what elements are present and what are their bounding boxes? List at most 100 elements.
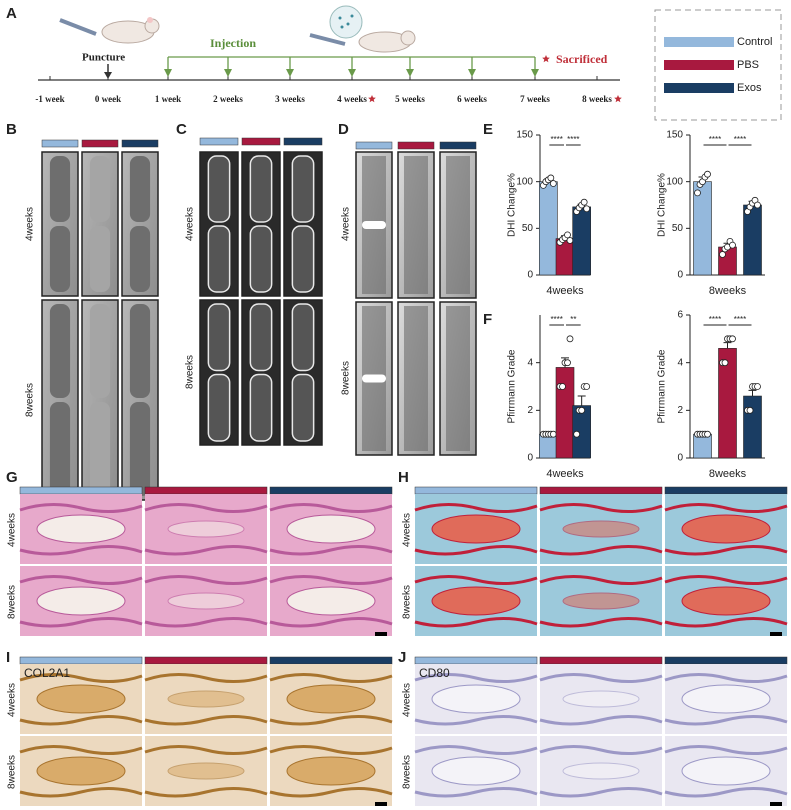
bar (572, 206, 591, 276)
group-color-bar (199, 137, 239, 146)
bar (718, 246, 737, 276)
group-color-bar (539, 486, 663, 495)
vertebra (249, 155, 273, 223)
y-axis-label: DHI Change% (507, 173, 518, 237)
endplate (414, 673, 538, 726)
data-point (549, 430, 557, 438)
endplate (414, 575, 538, 628)
timeline-tick-label: 4 weeks (337, 94, 367, 104)
vertebra (89, 304, 111, 398)
timeline-tick-label: 1 week (155, 94, 181, 104)
vertebra (249, 373, 273, 442)
vertebra (207, 225, 231, 293)
data-point (754, 201, 761, 209)
endplate (144, 745, 268, 798)
x-tick-label: 4weeks (546, 285, 584, 297)
panel-label: H (398, 469, 409, 486)
y-tick-label: 2 (677, 405, 683, 416)
data-point (564, 359, 571, 367)
endplate (664, 673, 788, 726)
data-point (729, 335, 736, 343)
legend-box (654, 9, 782, 121)
legend-swatch (664, 60, 734, 70)
nucleus-pulposus (681, 756, 771, 786)
nucleus-pulposus (431, 756, 521, 786)
y-tick-label: 0 (677, 453, 683, 464)
vertebra (291, 373, 315, 442)
y-tick-label: 100 (516, 176, 533, 187)
nucleus-pulposus (167, 690, 245, 708)
y-tick-label: 4 (527, 357, 533, 368)
data-point (564, 231, 571, 239)
y-axis-label: Pfirrmann Grade (657, 349, 668, 423)
nucleus-pulposus (681, 684, 771, 714)
vertebra (129, 402, 151, 496)
data-point (746, 406, 754, 414)
data-point (754, 383, 761, 390)
y-tick-label: 6 (677, 310, 683, 321)
injection-arrowhead (286, 69, 294, 77)
scale-bar (375, 802, 387, 806)
timeline-tick-label: 8 weeks (582, 94, 612, 104)
vertebra (49, 304, 71, 398)
endplate (144, 503, 268, 556)
vertebra (291, 303, 315, 372)
error-bar (748, 389, 757, 397)
vertebra (49, 156, 71, 222)
endplate (539, 673, 663, 726)
y-tick-label: 0 (677, 270, 683, 281)
row-label: 4weeks (402, 513, 413, 547)
row-label: 8weeks (25, 383, 36, 417)
row-label: 4weeks (7, 513, 18, 547)
panel-label: J (398, 649, 406, 666)
row-label: 4weeks (25, 207, 36, 241)
nucleus-pulposus (286, 586, 376, 616)
group-color-bar (539, 656, 663, 665)
nucleus-pulposus (167, 762, 245, 780)
vertebra (129, 156, 151, 222)
bar (693, 433, 712, 459)
significance-label: ** (570, 315, 576, 324)
group-color-bar (81, 139, 119, 148)
vertebra (207, 155, 231, 223)
nucleus-pulposus (36, 514, 126, 544)
scale-bar (375, 632, 387, 636)
puncture-label: Puncture (82, 52, 125, 64)
timeline-tick-label: 3 weeks (275, 94, 305, 104)
group-color-bar (19, 656, 143, 665)
timeline-tick-label: 2 weeks (213, 94, 243, 104)
row-label: 8weeks (7, 755, 18, 789)
data-point (578, 406, 586, 414)
panel-label: B (6, 121, 17, 138)
y-tick-label: 150 (666, 130, 683, 141)
group-color-bar (19, 486, 143, 495)
nucleus-pulposus (562, 520, 640, 538)
significance-label: **** (550, 315, 562, 324)
row-label: 4weeks (341, 207, 352, 241)
scale-bar (770, 802, 782, 806)
endplate (269, 745, 393, 798)
nucleus-pulposus (167, 592, 245, 610)
star-icon (614, 95, 622, 103)
endplate (19, 673, 143, 726)
bar (539, 181, 558, 276)
data-point (580, 198, 588, 206)
vertebra (89, 402, 111, 496)
sacrificed-label: Sacrificed (556, 52, 608, 66)
stain-label: COL2A1 (24, 666, 70, 680)
vertebra (404, 156, 428, 294)
significance-label: **** (709, 315, 721, 324)
error-bar (723, 342, 732, 349)
significance-label: **** (734, 135, 746, 144)
data-point (566, 335, 574, 343)
endplate (539, 575, 663, 628)
data-point (547, 174, 555, 182)
group-color-bar (397, 141, 435, 150)
vertebra (446, 306, 470, 451)
endplate (269, 575, 393, 628)
significance-label: **** (550, 135, 562, 144)
y-tick-label: 50 (672, 223, 684, 234)
nucleus-pulposus (36, 756, 126, 786)
group-color-bar (269, 656, 393, 665)
